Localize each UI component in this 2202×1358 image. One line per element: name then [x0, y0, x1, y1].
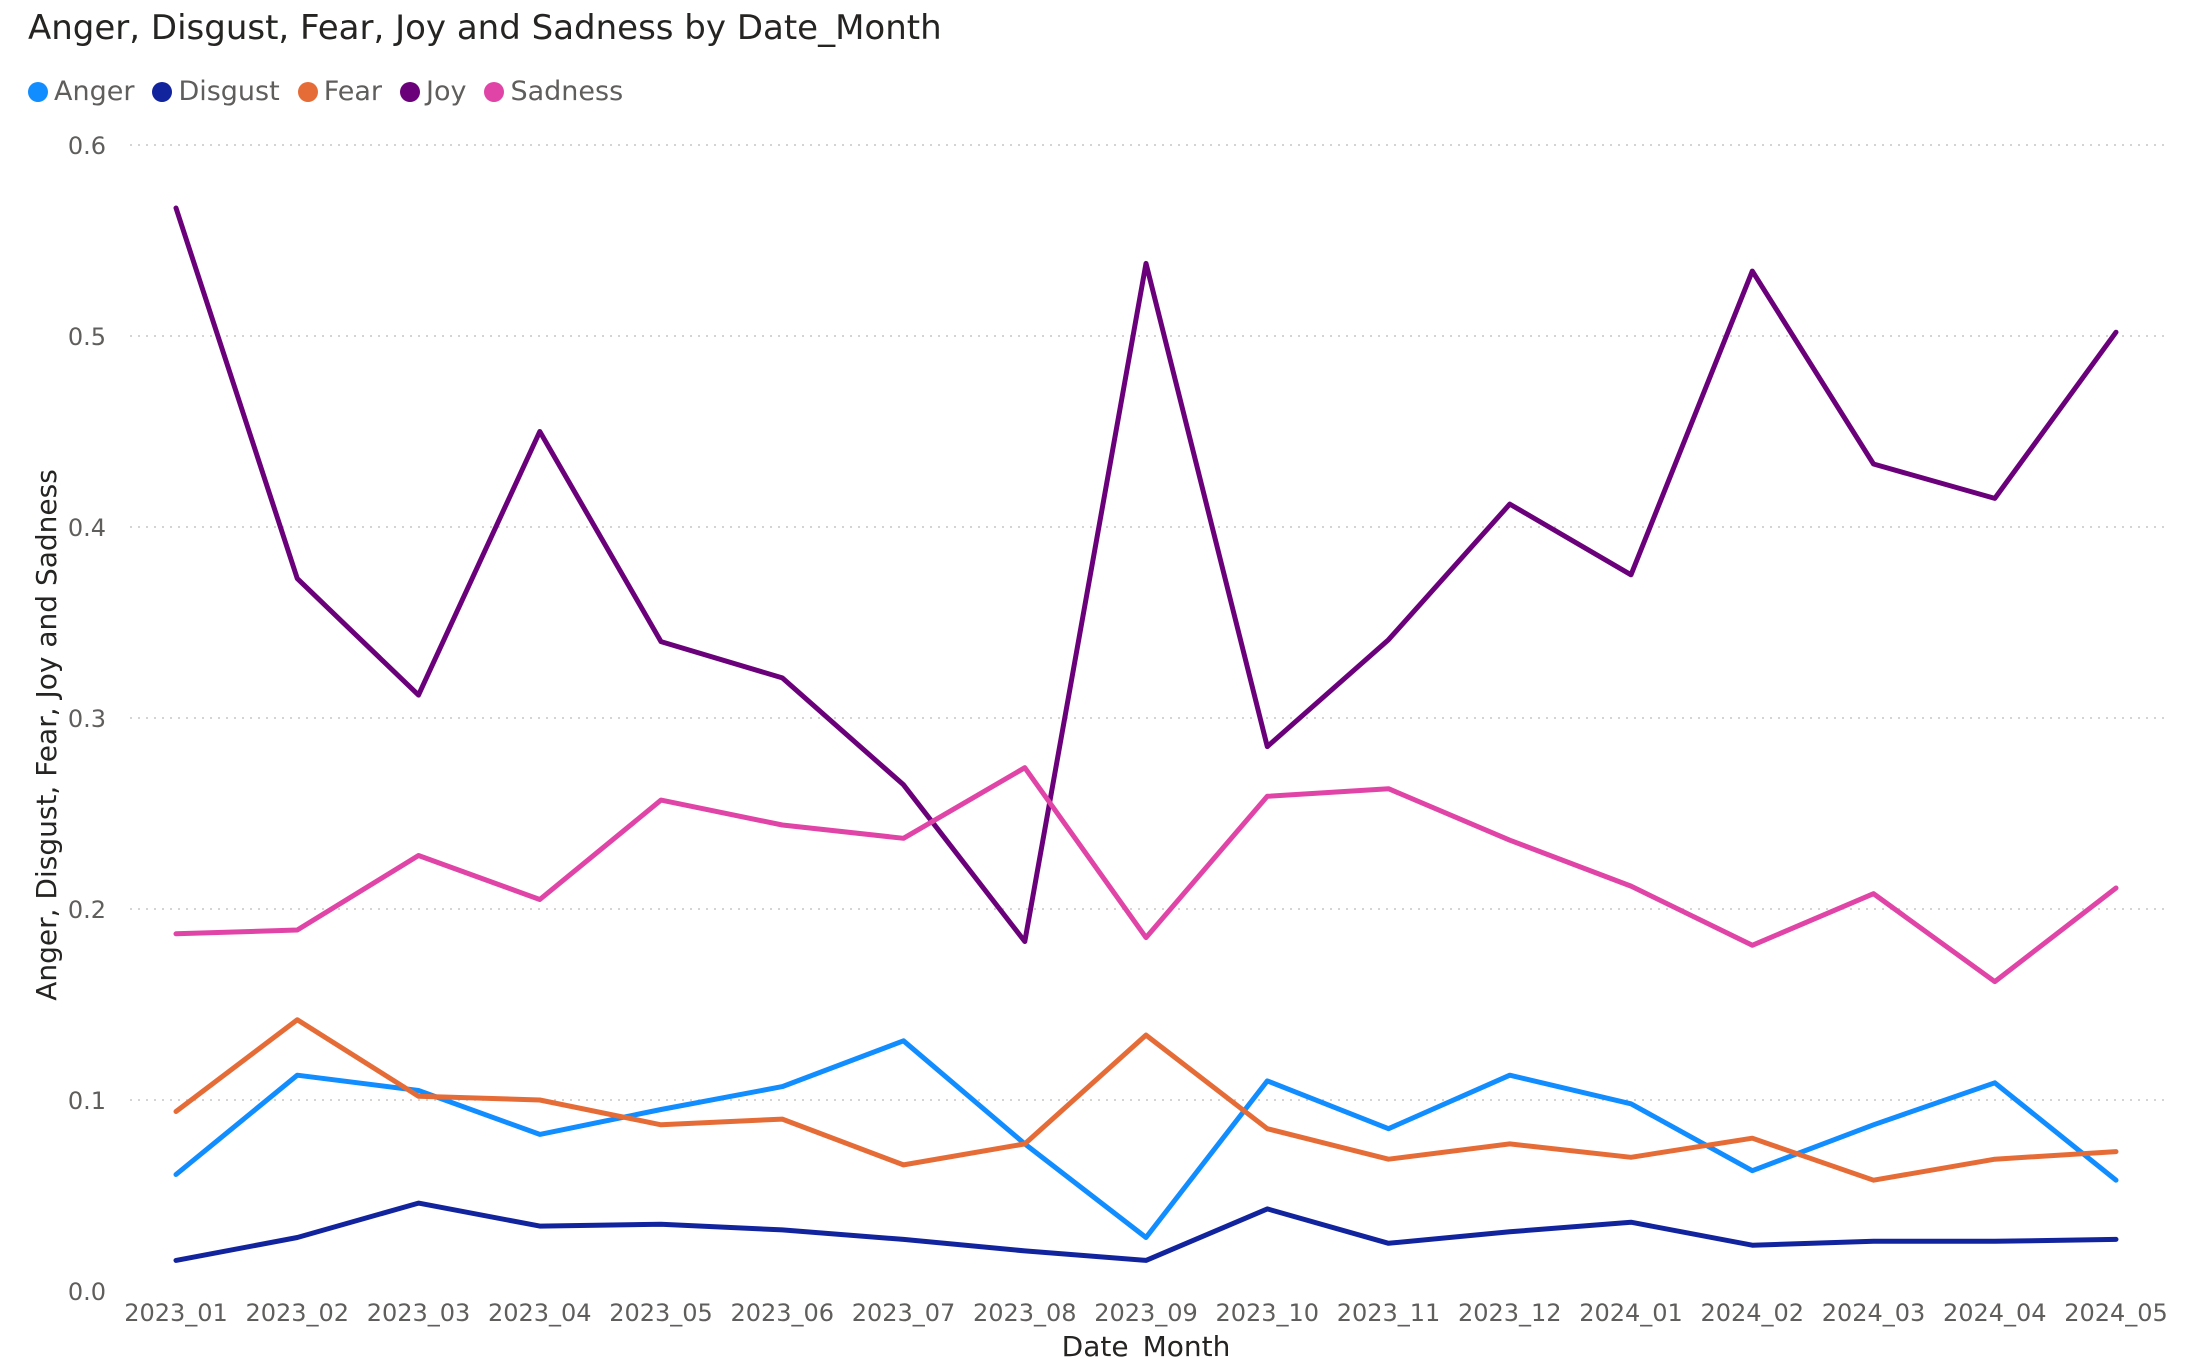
legend-marker-joy [400, 81, 421, 102]
legend-item-fear[interactable]: Fear [297, 76, 383, 107]
x-tick-label: 2023_09 [1094, 1299, 1198, 1327]
x-tick-label: 2024_02 [1700, 1299, 1804, 1327]
legend-label: Anger [54, 76, 135, 107]
x-tick-label: 2023_08 [973, 1299, 1077, 1327]
x-axis-ticks: 2023_01 2023_02 2023_03 2023_04 2023_05 2023_… [124, 1299, 2168, 1327]
legend-label: Joy [426, 76, 467, 107]
x-tick-label: 2023_04 [488, 1299, 592, 1327]
x-tick-label: 2023_05 [609, 1299, 713, 1327]
y-axis-ticks: 0.0 0.1 0.2 0.3 0.4 0.5 0.6 [68, 132, 106, 1306]
legend-marker-disgust [152, 81, 173, 102]
legend: Anger Disgust Fear Joy Sadness [28, 76, 641, 107]
x-tick-label: 2024_04 [1943, 1299, 2047, 1327]
y-tick-label: 0.0 [68, 1278, 106, 1306]
series-line-anger[interactable] [173, 1038, 2119, 1240]
legend-item-anger[interactable]: Anger [28, 76, 134, 107]
legend-label: Fear [323, 76, 383, 107]
x-tick-label: 2024_01 [1579, 1299, 1683, 1327]
legend-marker-sadness [484, 81, 505, 102]
x-tick-label: 2023_02 [245, 1299, 349, 1327]
series-line-joy[interactable] [173, 205, 2119, 944]
x-tick-label: 2023_07 [852, 1299, 956, 1327]
y-tick-label: 0.5 [68, 323, 106, 351]
legend-label: Disgust [178, 76, 280, 107]
x-tick-label: 2023_03 [367, 1299, 471, 1327]
series-lines [173, 205, 2119, 1263]
gridlines [130, 144, 2165, 1101]
y-tick-label: 0.6 [68, 132, 106, 160]
y-tick-label: 0.1 [68, 1087, 106, 1115]
x-tick-label: 2023_12 [1458, 1299, 1562, 1327]
series-line-disgust[interactable] [173, 1200, 2119, 1263]
x-axis-title: Date_Month [1062, 1330, 1231, 1358]
legend-item-sadness[interactable]: Sadness [484, 76, 623, 107]
legend-item-joy[interactable]: Joy [400, 76, 466, 107]
y-tick-label: 0.4 [68, 514, 106, 542]
y-tick-label: 0.3 [68, 705, 106, 733]
legend-label: Sadness [510, 76, 624, 107]
y-axis-title: Anger, Disgust, Fear, Joy and Sadness [30, 469, 63, 1001]
legend-marker-anger [28, 81, 48, 102]
legend-item-disgust[interactable]: Disgust [152, 76, 280, 107]
x-tick-label: 2024_05 [2064, 1299, 2168, 1327]
x-tick-label: 2023_10 [1215, 1299, 1319, 1327]
x-tick-label: 2024_03 [1822, 1299, 1926, 1327]
series-line-sadness[interactable] [173, 765, 2119, 985]
legend-marker-fear [297, 81, 318, 102]
x-tick-label: 2023_01 [124, 1299, 228, 1327]
x-tick-label: 2023_11 [1337, 1299, 1441, 1327]
y-tick-label: 0.2 [68, 896, 106, 924]
series-line-fear[interactable] [173, 1017, 2119, 1183]
chart-title: Anger, Disgust, Fear, Joy and Sadness by… [28, 8, 942, 48]
x-tick-label: 2023_06 [730, 1299, 834, 1327]
